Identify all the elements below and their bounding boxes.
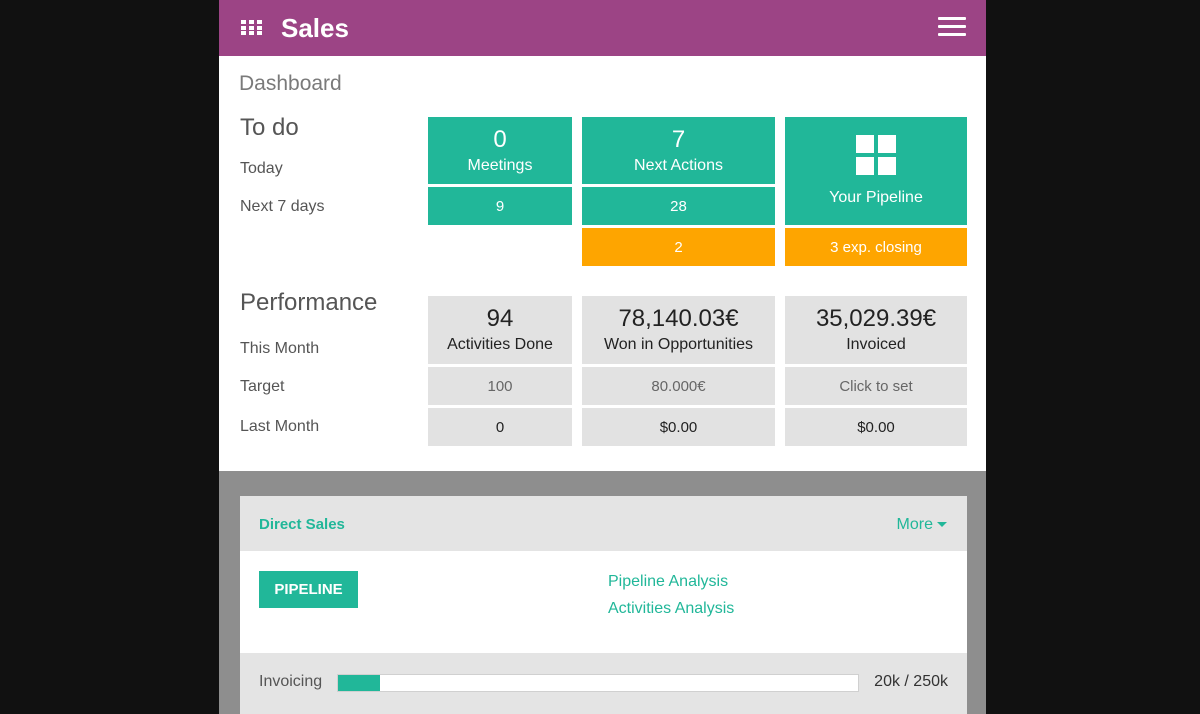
won-opportunities-label: Won in Opportunities — [603, 336, 754, 353]
invoicing-label: Invoicing — [259, 673, 323, 690]
pipeline-button[interactable]: PIPELINE — [259, 571, 358, 608]
sales-team-card: Direct Sales More PIPELINE Pipeline Anal… — [240, 496, 967, 714]
apps-grid-icon[interactable] — [241, 20, 262, 35]
activities-done-tile[interactable]: 94 Activities Done — [428, 296, 572, 364]
invoiced-value: 35,029.39€ — [815, 305, 937, 332]
next-actions-next7-count: 28 — [670, 197, 687, 215]
meetings-label: Meetings — [467, 156, 533, 174]
performance-title: Performance — [240, 289, 378, 316]
next-actions-overdue-tile[interactable]: 2 — [582, 228, 775, 266]
sales-team-name[interactable]: Direct Sales — [259, 516, 345, 533]
invoiced-target-tile[interactable]: Click to set — [785, 367, 967, 405]
invoicing-footer: Invoicing 20k / 250k — [240, 653, 967, 714]
sales-team-card-header: Direct Sales More — [240, 496, 967, 551]
exp-closing-tile[interactable]: 3 exp. closing — [785, 228, 967, 266]
meetings-next7-count: 9 — [495, 197, 505, 215]
next-actions-next7-tile[interactable]: 28 — [582, 187, 775, 225]
activities-analysis-link[interactable]: Activities Analysis — [608, 600, 735, 617]
caret-down-icon — [937, 522, 947, 528]
meetings-today-tile[interactable]: 0 Meetings — [428, 117, 572, 184]
breadcrumb: Dashboard — [239, 72, 342, 95]
won-last-month-value: $0.00 — [659, 418, 698, 436]
app-title: Sales — [281, 13, 349, 43]
more-label: More — [896, 516, 933, 533]
your-pipeline-label: Your Pipeline — [829, 189, 923, 206]
won-target-tile[interactable]: 80.000€ — [582, 367, 775, 405]
pipeline-grid-icon — [856, 135, 896, 175]
won-opportunities-tile[interactable]: 78,140.03€ Won in Opportunities — [582, 296, 775, 364]
activities-done-value: 94 — [486, 305, 514, 332]
invoicing-value: 20k / 250k — [874, 673, 948, 690]
won-last-month-tile: $0.00 — [582, 408, 775, 446]
next-actions-today-count: 7 — [671, 125, 686, 153]
todo-title: To do — [240, 114, 299, 141]
invoiced-last-month-value: $0.00 — [857, 418, 895, 436]
invoicing-progress-fill — [338, 675, 380, 691]
invoiced-tile[interactable]: 35,029.39€ Invoiced — [785, 296, 967, 364]
top-bar: Sales — [219, 0, 986, 56]
invoiced-label: Invoiced — [846, 336, 906, 353]
activities-target-tile[interactable]: 100 — [428, 367, 572, 405]
invoiced-target-link: Click to set — [839, 377, 913, 395]
row-label-target: Target — [240, 378, 285, 395]
activities-last-month-value: 0 — [495, 418, 505, 436]
your-pipeline-tile[interactable]: Your Pipeline — [785, 117, 967, 225]
sales-app: Sales Dashboard To do Today Next 7 days … — [219, 0, 986, 714]
next-actions-overdue-count: 2 — [674, 238, 683, 256]
next-actions-label: Next Actions — [634, 156, 723, 174]
row-label-last-month: Last Month — [240, 418, 320, 435]
meetings-next7-tile[interactable]: 9 — [428, 187, 572, 225]
pipeline-analysis-link[interactable]: Pipeline Analysis — [608, 573, 729, 590]
won-opportunities-value: 78,140.03€ — [618, 305, 739, 332]
row-label-next-7-days: Next 7 days — [240, 198, 325, 215]
activities-last-month-tile: 0 — [428, 408, 572, 446]
next-actions-today-tile[interactable]: 7 Next Actions — [582, 117, 775, 184]
won-target-value: 80.000€ — [651, 377, 706, 395]
invoiced-last-month-tile: $0.00 — [785, 408, 967, 446]
row-label-this-month: This Month — [240, 340, 320, 357]
exp-closing-text: 3 exp. closing — [830, 238, 922, 256]
more-dropdown-button[interactable]: More — [897, 516, 947, 534]
invoicing-progress-bar — [337, 674, 859, 692]
sales-team-area: Direct Sales More PIPELINE Pipeline Anal… — [219, 471, 986, 714]
hamburger-menu-icon[interactable] — [938, 17, 966, 37]
row-label-today: Today — [240, 160, 283, 177]
activities-done-label: Activities Done — [447, 336, 553, 353]
meetings-today-count: 0 — [493, 125, 507, 153]
activities-target-value: 100 — [487, 377, 513, 395]
